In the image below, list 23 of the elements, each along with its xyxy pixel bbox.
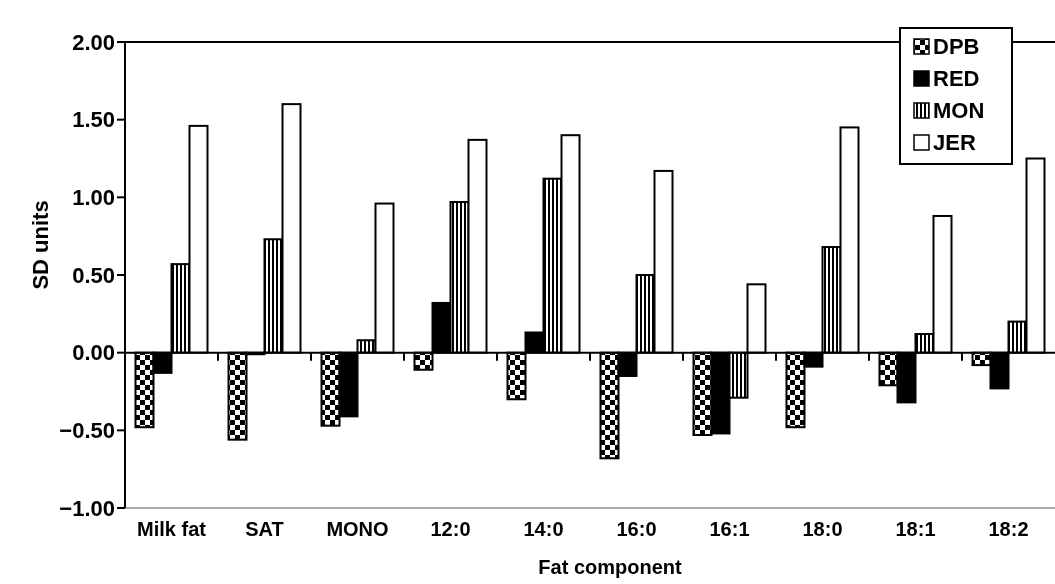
x-tick-label: 18:2 xyxy=(988,518,1029,540)
x-axis-title: Fat component xyxy=(538,556,682,578)
x-tick-label: 18:1 xyxy=(895,518,936,540)
x-tick-label: 16:1 xyxy=(709,518,750,540)
y-tick-label: 2.00 xyxy=(72,29,115,55)
y-axis-title: SD units xyxy=(28,200,53,290)
y-tick-label: 0.00 xyxy=(72,340,115,366)
x-tick-label: Milk fat xyxy=(137,518,207,540)
legend-label: DPB xyxy=(933,33,980,59)
x-tick-label: MONO xyxy=(326,518,389,540)
legend-label: MON xyxy=(933,97,985,123)
x-tick-label: 18:0 xyxy=(802,518,843,540)
legend-label: JER xyxy=(933,129,976,155)
legend-label: RED xyxy=(933,65,980,91)
x-tick-label: 14:0 xyxy=(523,518,564,540)
y-tick-label: 0.50 xyxy=(72,262,115,288)
x-tick-label: 12:0 xyxy=(430,518,471,540)
x-tick-label: SAT xyxy=(245,518,284,540)
y-tick-label: 1.50 xyxy=(72,107,115,133)
x-tick-label: 16:0 xyxy=(616,518,657,540)
y-tick-label: −0.50 xyxy=(59,418,115,444)
y-tick-label: 1.00 xyxy=(72,185,115,211)
y-tick-label: −1.00 xyxy=(59,495,115,521)
